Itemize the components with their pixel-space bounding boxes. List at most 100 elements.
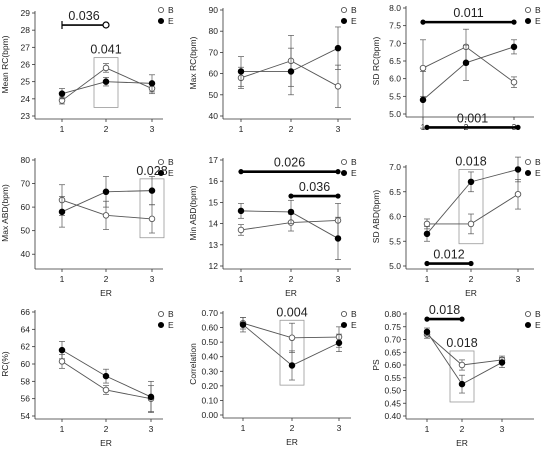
y-tick-label: 6.0: [389, 74, 401, 84]
x-tick-label: 2: [460, 424, 465, 434]
significance-box: [449, 350, 475, 403]
bar-end: [511, 19, 517, 25]
point-marker-e: [334, 235, 342, 242]
x-tick-label: 2: [289, 274, 294, 284]
point-marker-e: [58, 346, 66, 354]
bar-end: [420, 19, 426, 25]
series-line: [427, 193, 519, 225]
legend-label: B: [168, 157, 174, 167]
x-tick-label: 1: [425, 424, 430, 434]
y-tick-label: 6.5: [389, 187, 401, 197]
legend-marker: [524, 310, 532, 318]
point-marker-e: [147, 393, 155, 401]
point-marker-b: [423, 220, 431, 228]
point-marker-e: [102, 188, 110, 196]
y-axis-title: PS: [371, 359, 381, 371]
chart-panel: 54 56 58 60 62 64 66 1 2 3 RC(%) ER BE: [0, 307, 174, 448]
y-tick-label: 80: [21, 155, 31, 165]
y-tick-label: 0.60: [384, 360, 401, 370]
legend-label: E: [168, 168, 174, 178]
legend-label: E: [535, 320, 541, 330]
legend-marker: [340, 321, 348, 329]
point-marker-e: [148, 187, 156, 194]
chart-panel: 0.00 0.10 0.20 0.30 0.40 0.50 0.60 0.70 1 2 3 Corre…: [188, 305, 357, 447]
legend-marker: [340, 310, 348, 318]
x-tick-label: 2: [469, 274, 474, 284]
y-tick-label: 0.80: [384, 309, 401, 319]
point-marker-e: [423, 230, 431, 238]
legend-label: E: [535, 16, 541, 26]
point-marker-e: [102, 372, 110, 380]
bar-end: [468, 260, 474, 267]
y-tick-label: 50: [21, 226, 31, 236]
bar-end: [459, 316, 465, 322]
y-tick-label: 8.0: [389, 3, 401, 13]
x-tick-label: 1: [60, 124, 65, 134]
point-marker-e: [510, 43, 518, 51]
legend-label: B: [351, 309, 357, 319]
y-tick-label: 5.5: [389, 91, 401, 101]
y-tick-label: 17: [209, 155, 219, 165]
x-tick-label: 3: [149, 424, 154, 434]
legend-label: B: [168, 309, 174, 319]
point-marker-b: [458, 361, 466, 369]
x-tick-label: 1: [425, 274, 430, 284]
y-tick-label: 16: [209, 176, 219, 186]
point-marker-e: [237, 207, 245, 215]
y-tick-label: 13: [209, 240, 219, 250]
legend-marker: [340, 17, 348, 25]
legend-label: B: [168, 5, 174, 15]
y-tick-label: 80: [209, 26, 219, 36]
y-tick-label: 7.5: [389, 21, 401, 31]
y-tick-label: 0.50: [384, 386, 401, 396]
legend-marker: [340, 169, 348, 177]
y-tick-label: 60: [21, 202, 31, 212]
point-marker-b: [102, 386, 110, 394]
point-marker-e: [148, 80, 156, 87]
legend-marker: [157, 158, 165, 166]
legend-marker: [340, 6, 348, 14]
y-tick-label: 23: [21, 111, 31, 121]
point-marker-e: [335, 339, 343, 347]
point-marker-e: [498, 359, 506, 366]
y-tick-label: 56: [21, 394, 31, 404]
y-tick-label: 54: [21, 411, 31, 421]
y-tick-label: 0.40: [384, 411, 401, 421]
y-tick-label: 28: [21, 25, 31, 35]
y-tick-label: 5.0: [389, 109, 401, 119]
legend-label: E: [351, 168, 357, 178]
legend-label: B: [535, 5, 541, 15]
x-tick-label: 2: [104, 124, 109, 134]
point-marker-e: [419, 96, 427, 104]
y-tick-label: 40: [21, 249, 31, 259]
x-axis-title: ER: [100, 288, 112, 298]
y-tick-label: 5.0: [389, 261, 401, 271]
x-tick-label: 1: [239, 124, 244, 134]
y-tick-label: 0.70: [384, 335, 401, 345]
y-axis-title: RC(%): [0, 351, 10, 377]
point-marker-b: [102, 212, 110, 219]
x-axis-title: ER: [286, 437, 298, 447]
y-tick-label: 25: [21, 77, 31, 87]
y-axis-title: Max ABD(bpm): [0, 184, 10, 242]
y-tick-label: 0.00: [201, 410, 218, 420]
legend-marker: [524, 321, 532, 329]
legend-label: B: [535, 157, 541, 167]
y-axis-title: SD ABD(bpm): [371, 190, 381, 244]
y-tick-label: 0.40: [201, 352, 218, 362]
significance-label: 0.041: [90, 43, 121, 57]
significance-box: [279, 319, 305, 386]
chart-panel: 40 50 60 70 80 90 1 2 3 Max RC(bpm) BE: [188, 5, 357, 134]
point-marker-b: [237, 226, 245, 234]
x-axis-title: ER: [285, 288, 297, 298]
point-marker-b: [148, 215, 156, 223]
point-marker-e: [288, 362, 296, 369]
x-tick-label: 3: [337, 423, 342, 433]
bar-end: [102, 21, 110, 29]
point-marker-b: [58, 358, 66, 365]
y-tick-label: 0.75: [384, 322, 401, 332]
y-tick-label: 0.30: [201, 366, 218, 376]
x-tick-label: 3: [336, 124, 341, 134]
